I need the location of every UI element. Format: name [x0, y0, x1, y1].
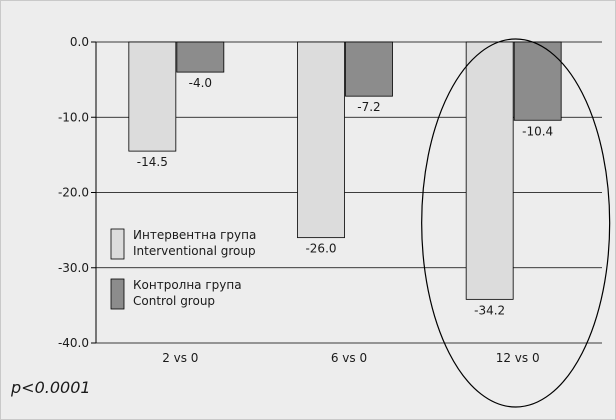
- legend-label: Interventional group: [133, 244, 256, 258]
- legend-swatch: [110, 278, 125, 310]
- legend-swatch: [110, 228, 125, 260]
- bar-value-label: -10.4: [522, 124, 553, 138]
- x-tick-label: 12 vs 0: [496, 351, 540, 365]
- y-tick-label: -20.0: [58, 186, 89, 200]
- labels: 0.0 -10.0 -20.0 -30.0 -40.0 -14.5 -4.0 2 vs 0 -2…: [58, 35, 553, 365]
- bar-value-label: -4.0: [189, 76, 212, 90]
- bar-interventional: [128, 41, 177, 152]
- bar-value-label: -34.2: [474, 303, 505, 317]
- x-tick-label: 6 vs 0: [331, 351, 367, 365]
- bar-control: [176, 41, 225, 73]
- p-value-annotation: p<0.0001: [10, 378, 91, 397]
- bar-value-label: -14.5: [137, 155, 168, 169]
- legend: Интервентна група Interventional group Кон…: [110, 228, 256, 310]
- bar-value-label: -7.2: [357, 100, 380, 114]
- bar-interventional: [465, 41, 514, 300]
- y-tick-label: -40.0: [58, 336, 89, 350]
- y-tick-label: -10.0: [58, 110, 89, 124]
- bar-control: [513, 41, 562, 121]
- highlight-ellipse: [421, 38, 611, 408]
- bar-interventional: [297, 41, 345, 239]
- bar-control: [345, 41, 393, 97]
- legend-label: Интервентна група: [133, 228, 256, 242]
- y-tick-label: -30.0: [58, 261, 89, 275]
- bar-value-label: -26.0: [305, 242, 336, 256]
- axes: [91, 41, 97, 344]
- x-tick-label: 2 vs 0: [162, 351, 198, 365]
- legend-label: Control group: [133, 294, 215, 308]
- legend-label: Контролна група: [133, 278, 242, 292]
- y-tick-label: 0.0: [70, 35, 89, 49]
